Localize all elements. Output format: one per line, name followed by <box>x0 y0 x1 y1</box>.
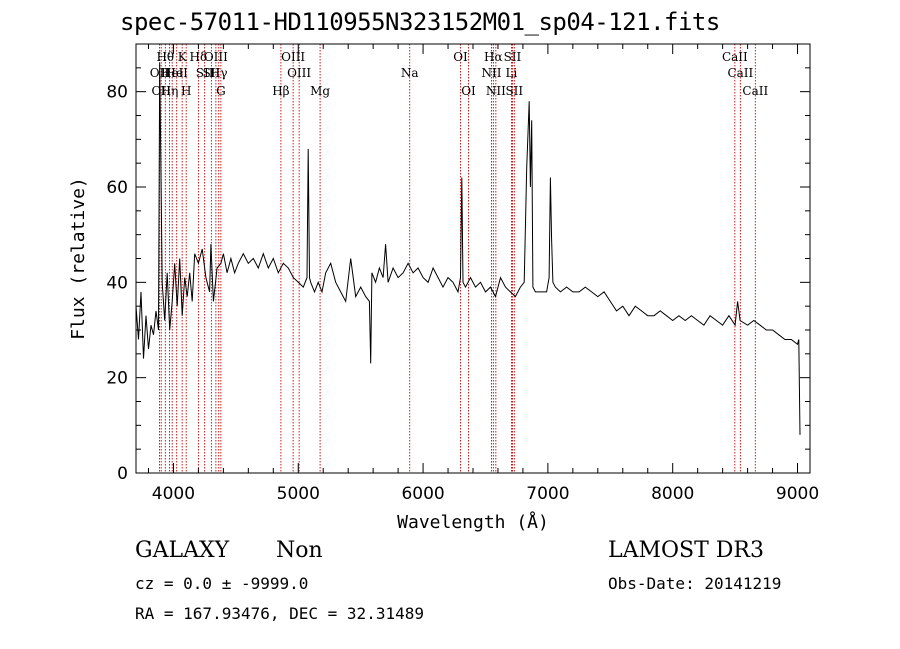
line-label-21: NII <box>481 66 501 80</box>
line-label-13: G <box>216 84 226 98</box>
line-label-8: Hδ <box>190 50 208 64</box>
line-label-20: OI <box>461 84 476 98</box>
x-tick-label: 8000 <box>651 484 694 504</box>
line-label-22: Hα <box>484 50 503 64</box>
y-axis-label: Flux (relative) <box>68 177 89 340</box>
ra-dec: RA = 167.93476, DEC = 32.31489 <box>135 604 424 623</box>
y-tick-label: 20 <box>106 369 128 389</box>
object-subclass: Non <box>276 538 323 563</box>
x-tick-label: 7000 <box>526 484 569 504</box>
x-tick-label: 4000 <box>152 484 195 504</box>
line-label-23: NII <box>486 84 506 98</box>
line-label-11: OIII <box>204 50 228 64</box>
line-label-29: CaII <box>742 84 768 98</box>
line-label-7: H <box>181 84 191 98</box>
x-tick-label: 9000 <box>776 484 819 504</box>
redshift-cz: cz = 0.0 ± -9999.0 <box>135 574 309 593</box>
line-label-4: HeI <box>161 66 184 80</box>
line-label-27: CaII <box>722 50 748 64</box>
line-label-9: SII <box>196 66 214 80</box>
line-label-24: SII <box>504 50 522 64</box>
line-label-1: OII <box>152 84 172 98</box>
line-label-3: Hη <box>161 84 179 98</box>
line-label-25: Li <box>506 66 518 80</box>
obs-date: Obs-Date: 20141219 <box>608 574 782 593</box>
line-label-16: OIII <box>287 66 311 80</box>
line-label-6: K <box>178 50 188 64</box>
line-label-19: OI <box>453 50 468 64</box>
x-axis-ticks: 4000 5000 6000 7000 8000 9000 <box>147 44 819 504</box>
x-axis-label: Wavelength (Å) <box>397 511 549 533</box>
y-tick-label: 40 <box>106 273 128 293</box>
line-label-15: OIII <box>281 50 305 64</box>
x-tick-label: 5000 <box>277 484 320 504</box>
line-label-2: Hθ <box>156 50 174 64</box>
line-label-17: Mg <box>310 84 330 98</box>
line-label-28: CaII <box>727 66 753 80</box>
y-tick-label: 80 <box>106 83 128 103</box>
line-label-10: SII <box>203 66 221 80</box>
chart-title: spec-57011-HD110955N323152M01_sp04-121.f… <box>120 8 720 36</box>
line-label-5: HeI <box>166 66 189 80</box>
emission-line-markers <box>159 44 756 473</box>
line-label-18: Na <box>401 66 419 80</box>
y-tick-label: 0 <box>117 464 128 484</box>
survey-name: LAMOST DR3 <box>608 538 764 563</box>
line-label-14: Hβ <box>272 84 289 98</box>
y-axis-ticks: 0 20 40 60 80 <box>106 67 810 484</box>
x-tick-label: 6000 <box>401 484 444 504</box>
line-label-26: SII <box>505 84 523 98</box>
spectrum-series-line <box>135 63 801 435</box>
plot-frame <box>135 43 811 474</box>
y-tick-label: 60 <box>106 178 128 198</box>
line-label-12: Hγ <box>210 66 228 80</box>
object-class: GALAXY <box>135 538 230 563</box>
